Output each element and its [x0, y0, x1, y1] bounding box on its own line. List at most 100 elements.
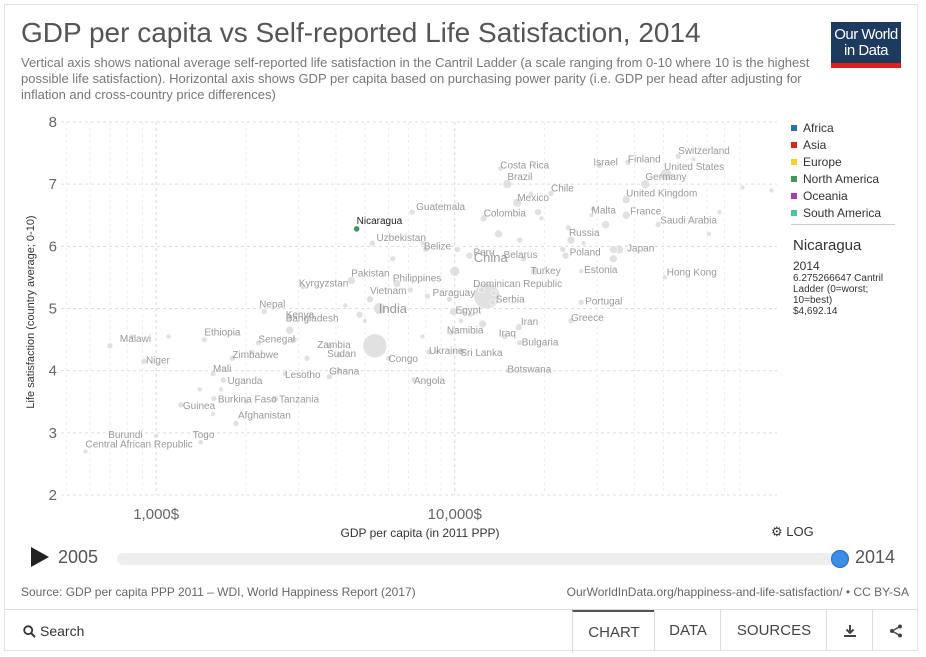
bubble-liberia [129, 333, 135, 340]
legend-item-oceania[interactable]: Oceania [791, 187, 901, 204]
bubble-sudan [335, 351, 343, 359]
bubble-laos [362, 318, 368, 324]
label-burundi: Burundi [108, 430, 142, 441]
bubble-united-kingdom [621, 195, 631, 205]
owid-logo[interactable]: Our World in Data [831, 22, 901, 68]
play-icon[interactable] [31, 547, 49, 567]
bubble-serbia [489, 298, 497, 306]
legend-label-asia: Asia [803, 137, 827, 152]
label-malta: Malta [591, 205, 616, 216]
bubbles [82, 152, 775, 455]
label-tanzania: Tanzania [279, 395, 319, 406]
timeline-handle[interactable] [831, 550, 849, 568]
label-japan: Japan [627, 243, 654, 254]
bubble-south-africa [478, 319, 487, 329]
tab-data[interactable]: DATA [654, 610, 721, 651]
timeline-track[interactable] [117, 553, 845, 565]
legend-item-south-america[interactable]: South America [791, 204, 901, 221]
tab-sources[interactable]: SOURCES [720, 610, 827, 651]
label-vietnam: Vietnam [370, 286, 407, 297]
label-ethiopia: Ethiopia [204, 328, 241, 339]
logo-line-1: Our World [834, 26, 898, 43]
info-satisfaction-value: 6.275266647 Cantril Ladder (0=worst; 10=… [793, 273, 884, 306]
legend-label-north-america: North America [803, 171, 880, 186]
label-togo: Togo [193, 430, 215, 441]
label-uganda: Uganda [227, 376, 262, 387]
bubble-tunisia [459, 308, 466, 315]
legend-item-north-america[interactable]: North America [791, 170, 901, 187]
legend-swatch-africa [791, 124, 797, 131]
label-india: India [379, 301, 408, 316]
bubble-namibia [448, 330, 454, 337]
source-note: Source: GDP per capita PPP 2011 – WDI, W… [21, 585, 416, 599]
legend-divider [791, 224, 895, 225]
info-country-name: Nicaragua [793, 237, 862, 254]
share-button[interactable] [872, 610, 918, 651]
label-nicaragua: Nicaragua [357, 216, 403, 227]
bubble-uruguay [538, 215, 545, 222]
bubble-saudi-arabia [654, 221, 662, 228]
label-sudan: Sudan [327, 349, 356, 360]
bubble-peru [465, 251, 474, 260]
bubble-mali [209, 370, 217, 378]
bubble-niger [140, 358, 148, 365]
info-year: 2014 [793, 259, 820, 273]
bubble-kenya [286, 314, 293, 322]
search-button[interactable]: Search [23, 623, 84, 639]
label-congo: Congo [389, 354, 419, 365]
legend-item-asia[interactable]: Asia [791, 136, 901, 153]
y-tick-5: 5 [49, 301, 57, 318]
bubble-israel [596, 162, 603, 169]
label-senegal: Senegal [258, 335, 295, 346]
label-turkey: Turkey [531, 266, 561, 277]
label-united-states: United States [664, 162, 724, 173]
bubble-qatar [768, 187, 775, 194]
label-dominican-republic: Dominican Republic [473, 279, 562, 290]
tab-chart[interactable]: CHART [572, 610, 655, 653]
label-afghanistan: Afghanistan [238, 411, 291, 422]
label-switzerland: Switzerland [678, 146, 730, 157]
bubble-albania [458, 318, 464, 324]
bubble-switzerland [674, 152, 682, 160]
bubble-malta [588, 212, 595, 219]
selected-country-info: Nicaragua 2014 6.275266647 Cantril Ladde… [793, 237, 903, 317]
bubble-panama [528, 190, 534, 197]
label-burkina-faso: Burkina Faso [218, 395, 277, 406]
logo-line-2: in Data [843, 42, 889, 59]
bubble-estonia [578, 268, 584, 274]
label-sri-lanka: Sri Lanka [460, 348, 503, 359]
bubble-mexico [512, 198, 523, 208]
bubble-afghanistan [232, 420, 240, 427]
bubble-zimbabwe [229, 354, 236, 362]
search-label: Search [40, 623, 85, 639]
chart-subtitle: Vertical axis shows national average sel… [21, 55, 810, 102]
label-angola: Angola [414, 376, 446, 387]
legend-item-africa[interactable]: Africa [791, 119, 901, 136]
bubble-ecuador [454, 246, 461, 253]
label-ghana: Ghana [329, 367, 359, 378]
label-iran: Iran [521, 317, 538, 328]
gridlines [61, 121, 777, 496]
label-zambia: Zambia [317, 340, 351, 351]
bubble-slovakia [580, 240, 587, 247]
credit-link[interactable]: OurWorldInData.org/happiness-and-life-sa… [566, 585, 909, 599]
bubble-brazil [502, 179, 513, 189]
y-tick-2: 2 [49, 487, 57, 504]
label-belarus: Belarus [504, 250, 538, 261]
logo-red-bar [831, 63, 901, 68]
label-ukraine: Ukraine [429, 346, 464, 357]
download-button[interactable] [826, 610, 873, 651]
label-iraq: Iraq [499, 328, 516, 339]
bubble-lebanon [490, 290, 497, 296]
legend-swatch-south-america [791, 209, 797, 216]
bubble-el-salvador [419, 240, 426, 247]
bubble-bolivia [389, 255, 397, 263]
legend-item-europe[interactable]: Europe [791, 153, 901, 170]
label-uzbekistan: Uzbekistan [376, 233, 425, 244]
label-paraguay: Paraguay [432, 288, 475, 299]
label-bangladesh: Bangladesh [286, 313, 339, 324]
label-egypt: Egypt [455, 306, 481, 317]
log-toggle-label: LOG [786, 524, 814, 539]
label-france: France [630, 206, 662, 217]
log-scale-toggle[interactable]: ⚙ LOG [771, 524, 814, 540]
